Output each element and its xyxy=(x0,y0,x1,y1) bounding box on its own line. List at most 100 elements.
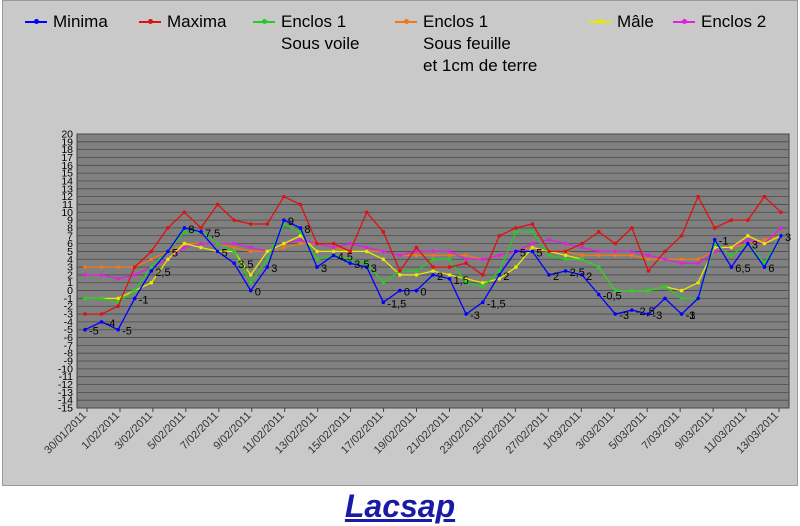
series-point-2 xyxy=(679,296,684,301)
series-point-1 xyxy=(414,245,419,250)
series-point-2 xyxy=(613,288,618,293)
data-label: -3 xyxy=(619,310,629,322)
y-tick-label: 0 xyxy=(67,285,73,297)
series-point-5 xyxy=(613,249,618,254)
data-label: 3 xyxy=(371,263,377,275)
series-point-5 xyxy=(663,257,667,262)
data-label: -4 xyxy=(106,318,116,330)
series-point-0 xyxy=(530,249,535,254)
data-label: 2 xyxy=(437,271,443,283)
series-point-0 xyxy=(514,249,518,254)
series-point-1 xyxy=(166,226,170,230)
series-point-5 xyxy=(580,245,584,250)
series-point-3 xyxy=(580,253,584,258)
series-point-2 xyxy=(447,257,452,262)
series-point-3 xyxy=(762,237,767,242)
data-label: -1,5 xyxy=(487,298,506,310)
series-point-0 xyxy=(480,300,485,305)
data-label: -1 xyxy=(139,294,149,306)
series-point-4 xyxy=(414,273,419,277)
y-tick-label: 7 xyxy=(67,230,73,242)
y-tick-label: -2 xyxy=(64,301,73,313)
y-tick-label: 11 xyxy=(62,199,73,211)
data-label: 0 xyxy=(420,287,426,299)
series-point-5 xyxy=(746,237,750,242)
series-point-0 xyxy=(431,273,435,277)
series-point-2 xyxy=(149,265,154,269)
series-point-2 xyxy=(215,241,220,246)
series-point-5 xyxy=(596,249,601,254)
series-point-0 xyxy=(83,327,87,332)
series-point-4 xyxy=(514,265,518,269)
series-point-0 xyxy=(298,226,303,230)
series-point-5 xyxy=(779,226,783,230)
series-point-1 xyxy=(398,269,402,273)
legend-marker-enclos1-voile xyxy=(262,19,267,24)
series-point-0 xyxy=(99,320,104,324)
series-point-0 xyxy=(364,265,369,269)
y-tick-label: -7 xyxy=(64,340,73,352)
series-point-1 xyxy=(497,233,502,238)
series-point-1 xyxy=(630,226,634,230)
series-point-5 xyxy=(646,253,651,258)
series-point-5 xyxy=(530,241,535,246)
series-point-0 xyxy=(232,261,236,265)
series-point-0 xyxy=(663,296,667,301)
data-label: 3,5 xyxy=(238,259,253,271)
series-point-4 xyxy=(282,241,286,246)
series-point-4 xyxy=(729,245,734,250)
series-point-4 xyxy=(746,233,750,238)
y-tick-label: -12 xyxy=(58,379,73,391)
series-point-5 xyxy=(364,245,369,250)
series-point-5 xyxy=(480,257,485,262)
series-point-3 xyxy=(298,241,303,246)
legend-label-enclos1-voile-line2: Sous voile xyxy=(281,34,360,53)
y-tick-label: 20 xyxy=(61,129,73,141)
series-point-1 xyxy=(480,273,485,277)
y-tick-label: 5 xyxy=(67,246,73,258)
series-point-1 xyxy=(116,304,120,309)
series-point-2 xyxy=(580,257,584,262)
series-point-1 xyxy=(298,202,303,207)
y-tick-label: 12 xyxy=(61,191,73,203)
series-point-1 xyxy=(762,194,767,199)
data-label: 7,5 xyxy=(205,228,220,240)
series-point-0 xyxy=(746,241,750,246)
data-label: 1,5 xyxy=(454,275,469,287)
line-chart: 20191817161514131211109876543210-1-2-3-4… xyxy=(42,129,791,457)
data-label: 5 xyxy=(536,247,542,259)
series-point-3 xyxy=(646,257,651,262)
series-point-1 xyxy=(729,218,734,222)
data-label: -1 xyxy=(719,236,729,248)
y-tick-label: 4 xyxy=(67,254,73,266)
series-point-5 xyxy=(497,253,502,258)
series-point-0 xyxy=(348,261,352,265)
series-point-3 xyxy=(447,253,452,258)
series-point-2 xyxy=(414,269,419,273)
y-tick-label: -10 xyxy=(58,363,73,375)
series-point-0 xyxy=(381,300,386,305)
series-point-0 xyxy=(630,308,634,312)
series-point-3 xyxy=(596,253,601,258)
series-point-0 xyxy=(215,249,220,254)
series-point-3 xyxy=(248,249,253,254)
caption-lacsap[interactable]: Lacsap xyxy=(344,488,456,524)
series-point-0 xyxy=(696,296,700,301)
legend-marker-maxima xyxy=(148,19,153,24)
legend-label-male: Mâle xyxy=(617,12,654,31)
chart-frame: Minima Maxima Enclos 1 Sous voile Enclos… xyxy=(2,0,798,486)
legend-label-maxima: Maxima xyxy=(167,12,227,31)
series-point-3 xyxy=(613,253,618,258)
data-label: 2 xyxy=(586,271,592,283)
data-label: -2,5 xyxy=(636,306,655,318)
series-point-5 xyxy=(232,241,236,246)
legend-label-enclos1-feuille-line3: et 1cm de terre xyxy=(423,56,538,75)
series-point-2 xyxy=(315,257,319,262)
series-point-2 xyxy=(547,253,551,258)
y-tick-label: -11 xyxy=(59,371,74,383)
series-point-5 xyxy=(563,241,568,246)
series-point-2 xyxy=(514,230,518,234)
series-point-0 xyxy=(182,226,187,230)
series-point-4 xyxy=(166,257,170,262)
legend-label-minima: Minima xyxy=(53,12,108,31)
